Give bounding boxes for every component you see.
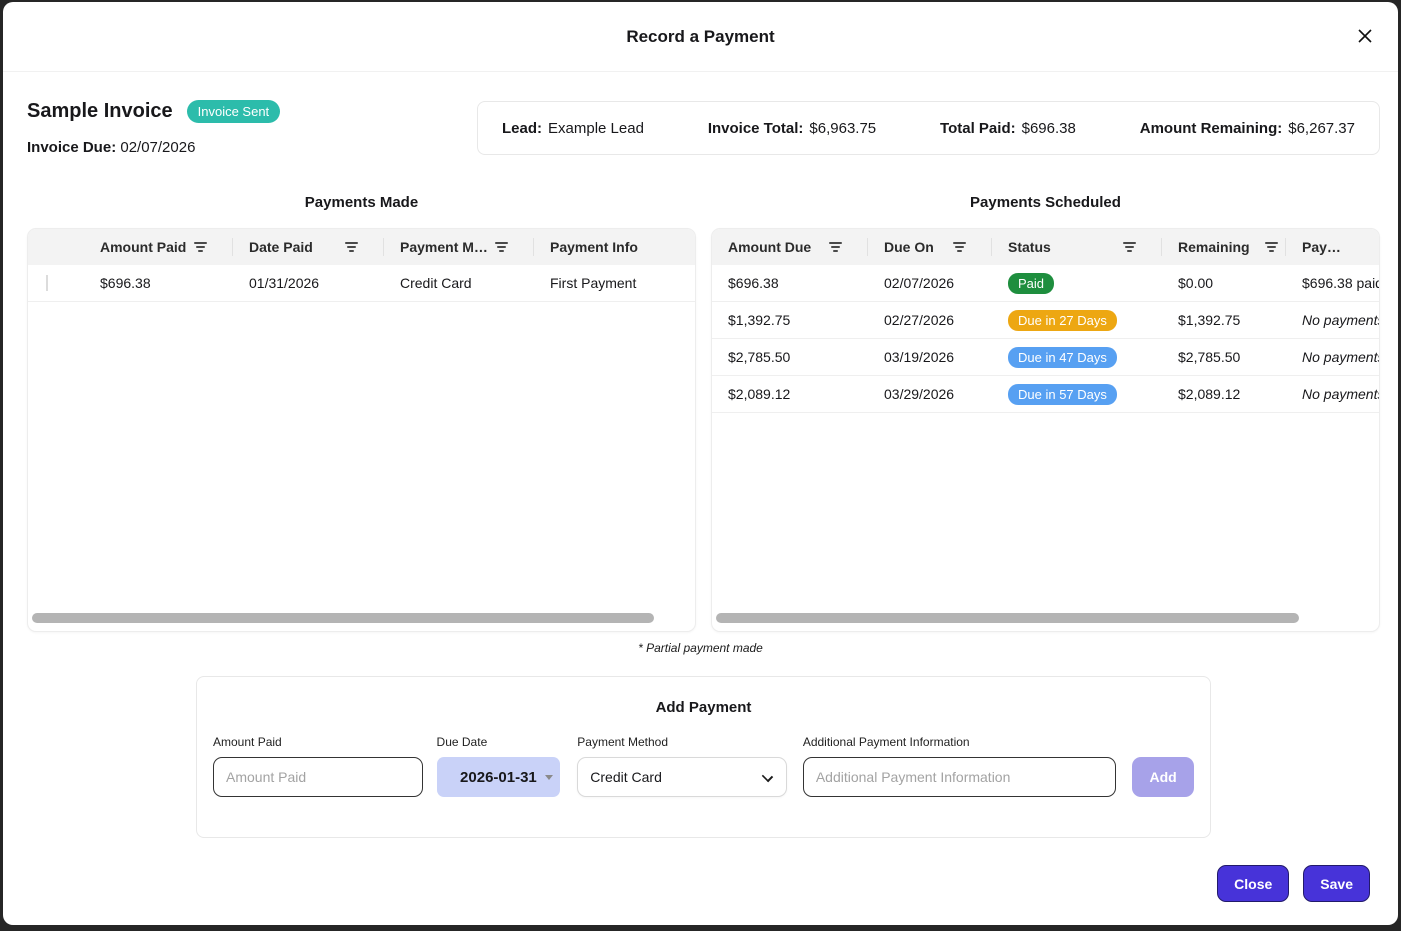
payments-scheduled-row[interactable]: $2,089.12 03/29/2026 Due in 57 Days $2,0…	[712, 376, 1379, 413]
payments-made-section: Payments Made Amount Paid Date Paid	[27, 194, 696, 632]
additional-info-input[interactable]	[802, 757, 1117, 797]
col-header-due-on: Due On	[868, 229, 992, 265]
payments-scheduled-row[interactable]: $696.38 02/07/2026 Paid $0.00 $696.38 pa…	[712, 265, 1379, 302]
summary-lead-value: Example Lead	[548, 119, 644, 137]
invoice-due: Invoice Due: 02/07/2026	[27, 139, 280, 156]
summary-total-paid: Total Paid: $696.38	[940, 120, 1076, 137]
summary-amount-remaining-label: Amount Remaining:	[1139, 119, 1283, 137]
col-header-remaining: Remaining	[1162, 229, 1286, 265]
due-date-value: 2026-01-31	[460, 768, 537, 786]
payments-scheduled-header: Amount Due Due On Status Remaining	[712, 229, 1379, 265]
filter-icon[interactable]	[495, 242, 508, 252]
summary-total-paid-value: $696.38	[1021, 119, 1076, 137]
status-badge: Due in 57 Days	[1008, 383, 1117, 405]
summary-amount-remaining-value: $6,267.37	[1288, 119, 1355, 137]
close-icon[interactable]	[1354, 25, 1376, 47]
payments-made-table: Amount Paid Date Paid Payment Met...	[27, 228, 696, 632]
remaining-cell: $2,785.50	[1178, 349, 1241, 365]
payment-details-cell: No payments m	[1302, 312, 1379, 328]
remaining-cell: $1,392.75	[1178, 312, 1241, 328]
add-button[interactable]: Add	[1132, 757, 1194, 797]
due-on-cell: 02/07/2026	[884, 275, 955, 291]
amount-due-cell: $2,785.50	[728, 349, 791, 365]
due-on-cell: 02/27/2026	[884, 312, 955, 328]
invoice-heading: Sample Invoice Invoice Sent Invoice Due:…	[27, 100, 281, 156]
payments-scheduled-section: Payments Scheduled Amount Due Due On Sta…	[711, 194, 1380, 632]
date-paid-cell: 01/31/2026	[249, 275, 320, 291]
date-caret-icon	[545, 775, 554, 780]
payment-method-select[interactable]: Credit Card	[577, 757, 787, 797]
remaining-cell: $0.00	[1178, 275, 1214, 291]
due-date-input[interactable]: 2026-01-31	[436, 757, 561, 797]
partial-payment-footnote: * Partial payment made	[638, 641, 763, 655]
add-payment-panel: Add Payment Amount Paid Due Date 2026-01…	[196, 676, 1211, 838]
status-badge: Due in 47 Days	[1008, 346, 1117, 368]
amount-paid-label: Amount Paid	[213, 735, 282, 749]
invoice-due-label: Invoice Due:	[27, 139, 117, 156]
payments-scheduled-row[interactable]: $2,785.50 03/19/2026 Due in 47 Days $2,7…	[712, 339, 1379, 376]
col-header-amount-paid: Amount Paid	[84, 229, 233, 265]
amount-due-cell: $2,089.12	[728, 386, 791, 402]
remaining-cell: $2,089.12	[1178, 386, 1241, 402]
horizontal-scrollbar[interactable]	[716, 613, 1299, 623]
close-button[interactable]: Close	[1217, 865, 1290, 902]
summary-invoice-total-label: Invoice Total:	[707, 119, 804, 137]
chevron-down-icon	[761, 770, 774, 783]
payments-scheduled-table: Amount Due Due On Status Remaining	[711, 228, 1380, 632]
payments-scheduled-row[interactable]: $1,392.75 02/27/2026 Due in 27 Days $1,3…	[712, 302, 1379, 339]
col-header-date-paid: Date Paid	[233, 229, 384, 265]
col-header-status: Status	[992, 229, 1162, 265]
amount-paid-cell: $696.38	[100, 275, 151, 291]
summary-total-paid-label: Total Paid:	[940, 119, 1016, 137]
horizontal-scrollbar[interactable]	[32, 613, 654, 623]
col-header-amount-due: Amount Due	[712, 229, 868, 265]
summary-lead-label: Lead:	[502, 119, 543, 137]
payment-details-cell: $696.38 paid fr	[1302, 275, 1379, 291]
payments-made-header: Amount Paid Date Paid Payment Met...	[28, 229, 695, 265]
col-header-payment-info: Payment Info	[550, 239, 638, 255]
additional-info-label: Additional Payment Information	[802, 735, 970, 749]
filter-icon[interactable]	[345, 242, 358, 252]
filter-icon[interactable]	[1265, 242, 1278, 252]
add-payment-title: Add Payment	[655, 699, 752, 716]
payment-method-label: Payment Method	[577, 735, 668, 749]
filter-icon[interactable]	[194, 242, 207, 252]
payment-details-cell: No payments m	[1302, 349, 1379, 365]
modal-title: Record a Payment	[626, 27, 775, 46]
amount-due-cell: $696.38	[728, 275, 779, 291]
filter-icon[interactable]	[829, 242, 842, 252]
amount-due-cell: $1,392.75	[728, 312, 791, 328]
summary-invoice-total: Invoice Total: $6,963.75	[708, 120, 876, 137]
invoice-status-badge: Invoice Sent	[186, 100, 281, 123]
payment-info-cell: First Payment	[550, 275, 637, 291]
record-payment-modal: Record a Payment Sample Invoice Invoice …	[3, 2, 1398, 925]
header-checkbox-col	[28, 229, 84, 265]
summary-amount-remaining: Amount Remaining: $6,267.37	[1140, 120, 1355, 137]
payment-method-cell: Credit Card	[400, 275, 472, 291]
payments-scheduled-title: Payments Scheduled	[970, 194, 1121, 211]
due-on-cell: 03/19/2026	[884, 349, 955, 365]
invoice-summary-bar: Lead: Example Lead Invoice Total: $6,963.7…	[477, 101, 1380, 155]
payment-details-cell: No payments m	[1302, 386, 1379, 402]
summary-lead: Lead: Example Lead	[502, 120, 644, 137]
col-header-payment-details: Payment Detai	[1302, 239, 1353, 255]
summary-invoice-total-value: $6,963.75	[809, 119, 877, 137]
filter-icon[interactable]	[953, 242, 966, 252]
due-on-cell: 03/29/2026	[884, 386, 955, 402]
status-badge: Paid	[1008, 272, 1055, 294]
amount-paid-input[interactable]	[213, 757, 423, 797]
due-date-label: Due Date	[436, 735, 488, 749]
filter-icon[interactable]	[1123, 242, 1136, 252]
invoice-due-value: 02/07/2026	[116, 139, 196, 156]
modal-header: Record a Payment	[3, 2, 1398, 72]
save-button[interactable]: Save	[1303, 865, 1370, 902]
payment-method-value: Credit Card	[590, 769, 662, 785]
payments-made-title: Payments Made	[304, 194, 419, 211]
payments-made-row[interactable]: $696.38 01/31/2026 Credit Card First Pay…	[28, 265, 695, 302]
invoice-name: Sample Invoice	[27, 100, 173, 122]
col-header-payment-method: Payment Met...	[384, 229, 534, 265]
row-checkbox[interactable]	[46, 275, 48, 291]
status-badge: Due in 27 Days	[1008, 309, 1117, 331]
